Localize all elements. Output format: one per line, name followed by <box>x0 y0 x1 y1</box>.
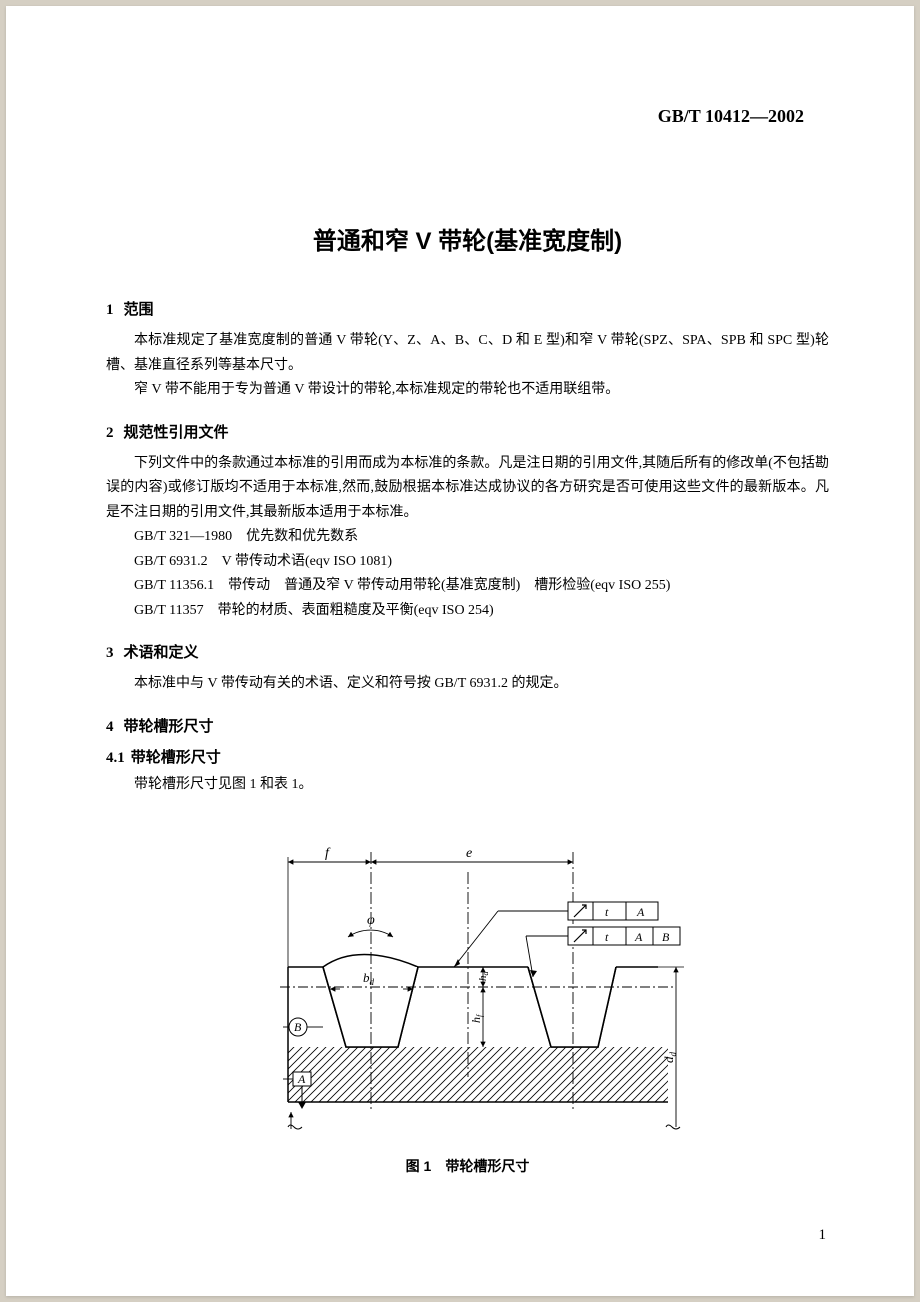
datum-label-a: A <box>297 1072 306 1086</box>
paragraph: 下列文件中的条款通过本标准的引用而成为本标准的条款。凡是注日期的引用文件,其随后… <box>106 452 829 526</box>
section-title: 术语和定义 <box>124 644 199 661</box>
reference-item: GB/T 11357 带轮的材质、表面粗糙度及平衡(eqv ISO 254) <box>134 599 829 624</box>
dimension-label-ha: ha <box>477 972 490 982</box>
paragraph: 本标准中与 V 带传动有关的术语、定义和符号按 GB/T 6931.2 的规定。 <box>106 672 829 697</box>
section-groove-dimensions: 4 带轮槽形尺寸 4.1 带轮槽形尺寸 带轮槽形尺寸见图 1 和表 1。 <box>106 715 829 798</box>
dimension-label-phi: φ <box>367 913 375 928</box>
section-heading: 2 规范性引用文件 <box>106 421 829 442</box>
section-number: 2 <box>106 425 114 441</box>
reference-item: GB/T 6931.2 V 带传动术语(eqv ISO 1081) <box>134 550 829 575</box>
fcf2-a: A <box>634 930 643 944</box>
paragraph: 窄 V 带不能用于专为普通 V 带设计的带轮,本标准规定的带轮也不适用联组带。 <box>106 378 829 403</box>
subsection-heading: 4.1 带轮槽形尺寸 <box>106 746 829 767</box>
section-number: 1 <box>106 302 114 318</box>
section-heading: 3 术语和定义 <box>106 641 829 662</box>
fcf2-b: B <box>662 930 670 944</box>
paragraph: 本标准规定了基准宽度制的普通 V 带轮(Y、Z、A、B、C、D 和 E 型)和窄… <box>106 329 829 378</box>
reference-item: GB/T 11356.1 带传动 普通及窄 V 带传动用带轮(基准宽度制) 槽形… <box>134 574 829 599</box>
section-scope: 1 范围 本标准规定了基准宽度制的普通 V 带轮(Y、Z、A、B、C、D 和 E … <box>106 298 829 403</box>
datum-label-b: B <box>294 1020 302 1034</box>
fcf-a: A <box>636 905 645 919</box>
section-terms: 3 术语和定义 本标准中与 V 带传动有关的术语、定义和符号按 GB/T 6931… <box>106 641 829 697</box>
figure-diagram: f e φ bd ha hf dd A <box>228 817 708 1137</box>
page-number: 1 <box>819 1227 827 1244</box>
paragraph: 带轮槽形尺寸见图 1 和表 1。 <box>106 773 829 798</box>
section-title: 范围 <box>124 301 154 318</box>
subsection-title: 带轮槽形尺寸 <box>131 749 221 766</box>
reference-item: GB/T 321—1980 优先数和优先数系 <box>134 525 829 550</box>
section-number: 3 <box>106 645 114 661</box>
section-heading: 1 范围 <box>106 298 829 319</box>
section-number: 4 <box>106 719 114 735</box>
section-references: 2 规范性引用文件 下列文件中的条款通过本标准的引用而成为本标准的条款。凡是注日期… <box>106 421 829 624</box>
dimension-label-f: f <box>325 846 331 861</box>
section-title: 带轮槽形尺寸 <box>124 718 214 735</box>
dimension-label-hf: hf <box>469 1013 484 1023</box>
figure-caption: 图 1 带轮槽形尺寸 <box>106 1156 829 1176</box>
dimension-label-e: e <box>466 846 472 861</box>
subsection-number: 4.1 <box>106 750 125 766</box>
section-title: 规范性引用文件 <box>124 424 229 441</box>
figure-1: f e φ bd ha hf dd A <box>106 817 829 1176</box>
section-heading: 4 带轮槽形尺寸 <box>106 715 829 736</box>
document-page: GB/T 10412—2002 普通和窄 V 带轮(基准宽度制) 1 范围 本标准… <box>6 6 914 1296</box>
document-title: 普通和窄 V 带轮(基准宽度制) <box>106 221 829 256</box>
standard-number: GB/T 10412—2002 <box>658 106 804 127</box>
reference-list: GB/T 321—1980 优先数和优先数系 GB/T 6931.2 V 带传动… <box>106 525 829 623</box>
